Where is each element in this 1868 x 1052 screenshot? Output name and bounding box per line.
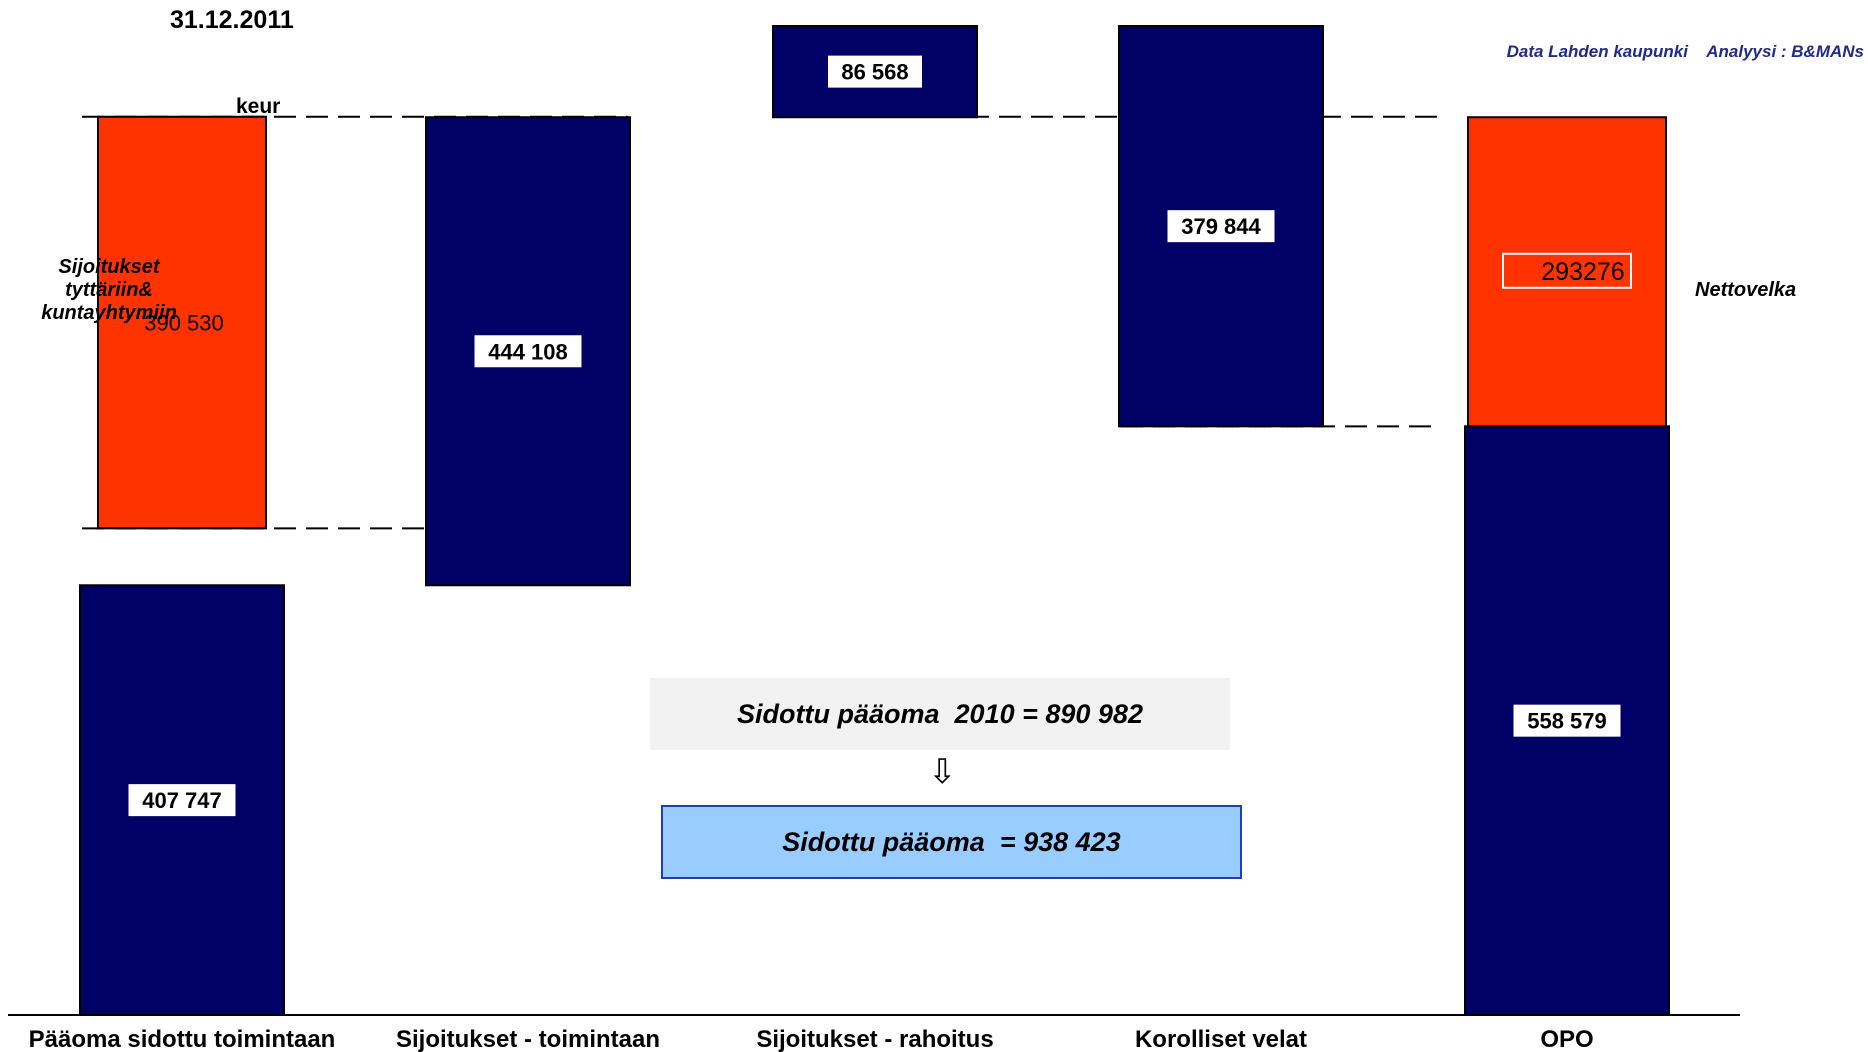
total-capital-box: Sidottu pääoma = 938 423 xyxy=(661,805,1242,879)
bar-1 xyxy=(97,115,267,530)
category-label-4: OPO xyxy=(1540,1026,1593,1052)
bar-value-bg-5 xyxy=(1513,704,1621,737)
bar-value-bg-2 xyxy=(474,335,582,368)
category-label-0: Pääoma sidottu toimintaan xyxy=(29,1026,336,1052)
bar-value-label-0: 407 747 xyxy=(142,788,222,813)
bar-value-bg-3 xyxy=(828,55,922,88)
category-label-1: Sijoitukset - toimintaan xyxy=(396,1026,660,1052)
bar-value-label-4: 379 844 xyxy=(1181,214,1261,239)
unit-label: keur xyxy=(236,95,281,118)
bar-value-label-6: 293276 xyxy=(1541,258,1624,286)
previous-capital-box: Sidottu pääoma 2010 = 890 982 xyxy=(650,678,1230,750)
investments-annotation: Sijoitukset tyttäriin& kuntayhtymiin xyxy=(41,256,177,324)
bar-value-label-5: 558 579 xyxy=(1527,709,1607,734)
bar-6 xyxy=(1467,116,1667,428)
chart-date: 31.12.2011 xyxy=(170,6,294,34)
bar-value-bg-0 xyxy=(128,784,236,817)
source-credit: Data Lahden kaupunki Analyysi : B&MANs xyxy=(1506,42,1864,61)
bar-value-frame-6 xyxy=(1502,252,1632,289)
category-label-3: Korolliset velat xyxy=(1135,1026,1307,1052)
net-debt-annotation: Nettovelka xyxy=(1695,279,1797,301)
down-arrow-icon: ⇩ xyxy=(928,753,957,791)
bar-value-label-3: 86 568 xyxy=(841,60,908,85)
bar-value-label-2: 444 108 xyxy=(488,339,568,364)
bar-value-label-1: 390 530 xyxy=(144,311,224,336)
bar-value-bg-4 xyxy=(1167,210,1275,243)
category-label-2: Sijoitukset - rahoitus xyxy=(756,1026,993,1052)
